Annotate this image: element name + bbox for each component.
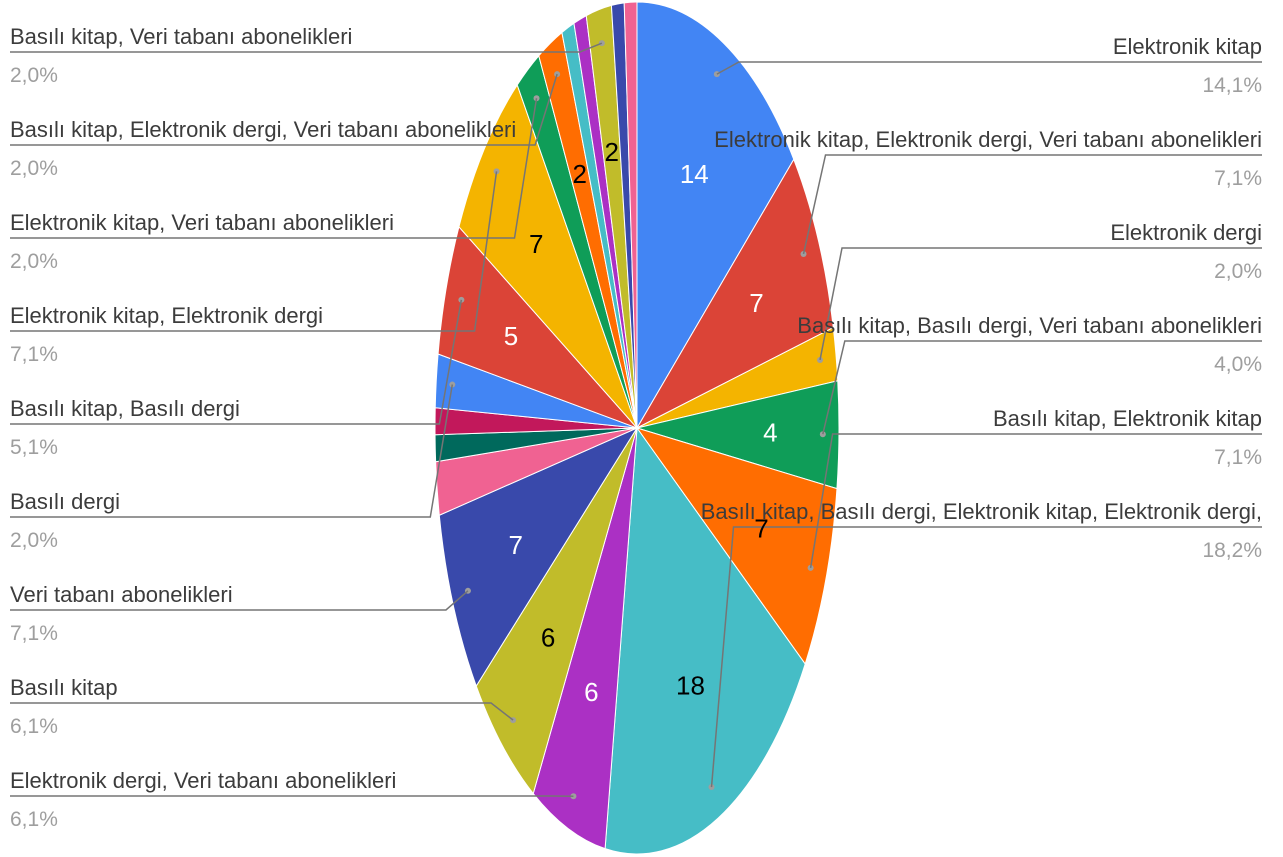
slice-value-label: 18 (676, 671, 705, 701)
slice-value-label: 5 (504, 321, 518, 351)
slice-category-label: Basılı dergi (10, 489, 120, 514)
slice-percent-label: 7,1% (1214, 167, 1262, 190)
slice-category-label: Basılı kitap, Elektronik dergi, Veri tab… (10, 117, 516, 142)
slice-category-label: Elektronik dergi, Veri tabanı abonelikle… (10, 768, 396, 793)
slice-percent-label: 4,0% (1214, 353, 1262, 376)
leader-line (717, 62, 1262, 74)
slice-value-label: 14 (680, 159, 709, 189)
slice-percent-label: 6,1% (10, 808, 58, 831)
slice-category-label: Elektronik kitap, Veri tabanı abonelikle… (10, 210, 394, 235)
slice-category-label: Elektronik kitap, Elektronik dergi (10, 303, 323, 328)
slice-percent-label: 18,2% (1202, 539, 1262, 562)
slice-value-label: 6 (584, 677, 598, 707)
slice-value-label: 7 (529, 229, 543, 259)
slice-percent-label: 7,1% (1214, 446, 1262, 469)
slice-percent-label: 5,1% (10, 436, 58, 459)
slice-category-label: Veri tabanı abonelikleri (10, 582, 233, 607)
slice-value-label: 2 (572, 159, 586, 189)
slice-category-label: Basılı kitap, Basılı dergi (10, 396, 240, 421)
slice-category-label: Basılı kitap, Veri tabanı abonelikleri (10, 24, 352, 49)
slice-percent-label: 6,1% (10, 715, 58, 738)
slice-category-label: Elektronik kitap (1113, 34, 1262, 59)
leader-line (820, 248, 1262, 360)
slice-percent-label: 14,1% (1202, 74, 1262, 97)
slice-category-label: Basılı kitap, Basılı dergi, Veri tabanı … (797, 313, 1262, 338)
slice-percent-label: 2,0% (1214, 260, 1262, 283)
slice-category-label: Basılı kitap, Elektronik kitap (993, 406, 1262, 431)
slice-category-label: Basılı kitap (10, 675, 118, 700)
slice-percent-label: 2,0% (10, 157, 58, 180)
slice-category-label: Elektronik dergi (1110, 220, 1262, 245)
slice-value-label: 7 (749, 288, 763, 318)
slice-percent-label: 7,1% (10, 622, 58, 645)
slice-value-label: 4 (763, 417, 777, 447)
leader-line (10, 703, 513, 720)
slice-percent-label: 7,1% (10, 343, 58, 366)
slice-percent-label: 2,0% (10, 250, 58, 273)
slice-value-label: 7 (508, 530, 522, 560)
slice-category-label: Basılı kitap, Basılı dergi, Elektronik k… (701, 499, 1262, 524)
slice-category-label: Elektronik kitap, Elektronik dergi, Veri… (714, 127, 1262, 152)
slice-percent-label: 2,0% (10, 64, 58, 87)
slice-value-label: 6 (541, 623, 555, 653)
slice-percent-label: 2,0% (10, 529, 58, 552)
slice-value-label: 2 (605, 137, 619, 167)
